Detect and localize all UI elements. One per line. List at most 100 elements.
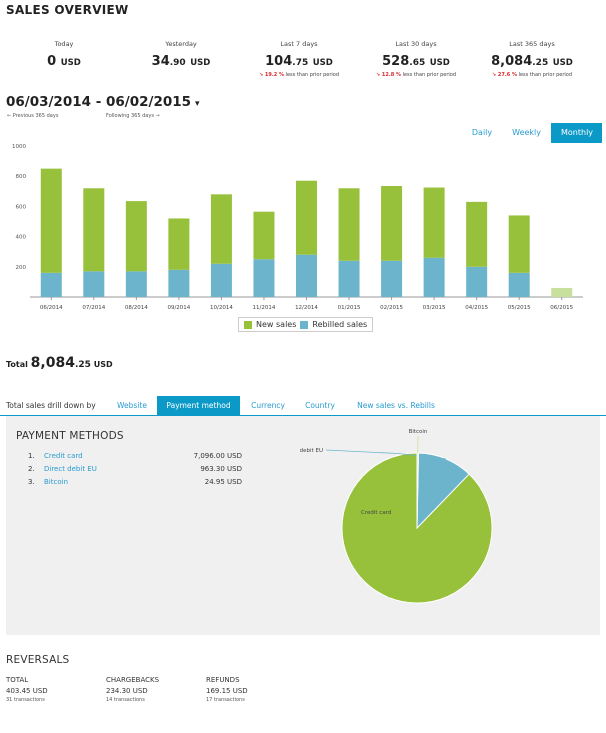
list-item: 1. Credit card 7,096.00 USD (28, 452, 242, 460)
x-tick-label: 04/2015 (465, 305, 488, 311)
legend-swatch-rebilled (300, 320, 309, 329)
sales-chart: 200 400 600 800 1000 06/2014 07/2014 08/2014 09/… (0, 140, 606, 336)
bar-new-sales (125, 201, 147, 272)
payment-method-link[interactable]: Credit card (44, 452, 83, 460)
x-tick-label: 12/2014 (295, 305, 318, 311)
tab-currency[interactable]: Currency (251, 401, 285, 410)
payment-method-link[interactable]: Bitcoin (44, 478, 69, 486)
payment-methods-list: 1. Credit card 7,096.00 USD 2. Direct de… (28, 452, 242, 491)
drill-down-label: Total sales drill down by (6, 401, 96, 410)
stat-last-365-days: Last 365 days 8,084.25 USD ↘ 27.6 % less… (472, 40, 592, 78)
legend-swatch-new-sales (244, 320, 252, 329)
x-tick-label: 05/2015 (508, 305, 531, 311)
bar-rebilled-sales (40, 272, 62, 297)
caret-down-icon: ▾ (195, 99, 200, 109)
bar-new-sales (253, 211, 275, 260)
date-range-label: 06/03/2014 - 06/02/2015 (6, 94, 192, 110)
payment-method-link[interactable]: Direct debit EU (44, 465, 97, 473)
stat-label: Yesterday (165, 40, 197, 48)
bar-rebilled-sales (466, 266, 488, 297)
bar-rebilled-sales (381, 260, 403, 297)
x-tick-label: 08/2014 (125, 305, 148, 311)
tab-weekly[interactable]: Weekly (512, 128, 541, 137)
list-item: 2. Direct debit EU 963.30 USD (28, 465, 242, 473)
y-tick-label: 800 (16, 174, 27, 180)
bar-new-sales (551, 287, 573, 297)
bar-rebilled-sales (253, 259, 275, 297)
y-tick-label: 400 (16, 235, 27, 241)
pie-slice-label: Credit card (361, 510, 391, 516)
next-period-link[interactable]: Following 365 days → (106, 113, 160, 119)
stat-change: ↘ 19.2 % less than prior period (258, 72, 340, 78)
list-item: 3. Bitcoin 24.95 USD (28, 478, 242, 486)
x-tick-label: 10/2014 (210, 305, 233, 311)
chart-legend: New sales Rebilled sales (238, 317, 374, 332)
pie-slice-label: Direct debit EU (300, 448, 323, 454)
total-sales: Total 8,084.25 USD (6, 355, 113, 371)
bar-rebilled-sales (168, 269, 190, 297)
tab-new-vs-rebills[interactable]: New sales vs. Rebills (357, 401, 435, 410)
stat-yesterday: Yesterday 34.90 USD (121, 40, 241, 69)
pie-slice (416, 452, 419, 529)
x-tick-label: 03/2015 (423, 305, 446, 311)
y-tick-label: 200 (16, 265, 27, 271)
payment-methods-panel: PAYMENT METHODS 1. Credit card 7,096.00 … (6, 416, 600, 635)
date-range-picker[interactable]: 06/03/2014 - 06/02/2015 ▾ (6, 94, 200, 110)
tab-country[interactable]: Country (305, 401, 335, 410)
stat-last-30-days: Last 30 days 528.65 USD ↘ 12.8 % less th… (356, 40, 476, 78)
stat-change: ↘ 12.8 % less than prior period (375, 72, 457, 78)
stat-label: Last 30 days (395, 40, 437, 48)
bar-new-sales (466, 201, 488, 267)
stat-label: Today (54, 40, 74, 48)
reversals-total: TOTAL 403.45 USD 31 transactions (6, 676, 48, 703)
bar-new-sales (83, 188, 105, 272)
drill-down-tabs: Total sales drill down by Website Paymen… (0, 396, 606, 416)
pie-slice-label: Bitcoin (409, 429, 428, 435)
x-tick-label: 06/2014 (40, 305, 63, 311)
stats-summary: Today 0 USD Yesterday 34.90 USD Last 7 d… (0, 40, 606, 90)
previous-period-link[interactable]: ← Previous 365 days (7, 113, 59, 119)
bar-rebilled-sales (83, 271, 105, 297)
stat-label: Last 7 days (280, 40, 318, 48)
stat-change: ↘ 27.6 % less than prior period (491, 72, 573, 78)
x-tick-label: 07/2014 (82, 305, 105, 311)
period-tabs: Daily Weekly Monthly (462, 123, 602, 143)
tab-daily[interactable]: Daily (471, 128, 493, 137)
reversals-refunds: REFUNDS 169.15 USD 17 transactions (206, 676, 248, 703)
x-tick-label: 09/2014 (167, 305, 190, 311)
legend-rebilled-sales[interactable]: Rebilled sales (312, 320, 368, 329)
tab-payment-method[interactable]: Payment method (157, 396, 240, 416)
bar-new-sales (381, 186, 403, 261)
bar-new-sales (423, 187, 445, 258)
bar-new-sales (296, 180, 317, 255)
pie-leader-line (325, 449, 446, 460)
bar-rebilled-sales (210, 263, 232, 297)
stat-last-7-days: Last 7 days 104.75 USD ↘ 19.2 % less tha… (239, 40, 359, 78)
stat-value: 8,084.25 USD (491, 54, 573, 69)
stat-today: Today 0 USD (4, 40, 124, 69)
bar-new-sales (338, 188, 360, 261)
bar-new-sales (168, 218, 190, 270)
y-tick-label: 1000 (12, 144, 26, 150)
stat-value: 528.65 USD (382, 54, 450, 69)
bar-rebilled-sales (508, 272, 530, 297)
stat-value: 0 USD (47, 54, 81, 69)
tab-website[interactable]: Website (117, 401, 147, 410)
x-tick-label: 11/2014 (253, 305, 276, 311)
payment-methods-title: PAYMENT METHODS (16, 430, 124, 442)
bar-rebilled-sales (296, 254, 317, 297)
stat-value: 34.90 USD (151, 54, 211, 69)
stat-value: 104.75 USD (265, 54, 333, 69)
bar-rebilled-sales (423, 257, 445, 297)
x-tick-label: 02/2015 (380, 305, 403, 311)
reversals-chargebacks: CHARGEBACKS 234.30 USD 14 transactions (106, 676, 160, 703)
sales-chart-svg: 200 400 600 800 1000 06/2014 07/2014 08/2014 09/… (12, 144, 583, 311)
pie-leader-line (357, 511, 390, 598)
tab-monthly[interactable]: Monthly (551, 123, 602, 143)
bar-rebilled-sales (125, 271, 147, 297)
stat-label: Last 365 days (509, 40, 555, 48)
legend-new-sales[interactable]: New sales (256, 320, 297, 329)
y-tick-label: 600 (16, 204, 27, 210)
x-tick-label: 01/2015 (338, 305, 361, 311)
x-tick-label: 06/2015 (550, 305, 573, 311)
